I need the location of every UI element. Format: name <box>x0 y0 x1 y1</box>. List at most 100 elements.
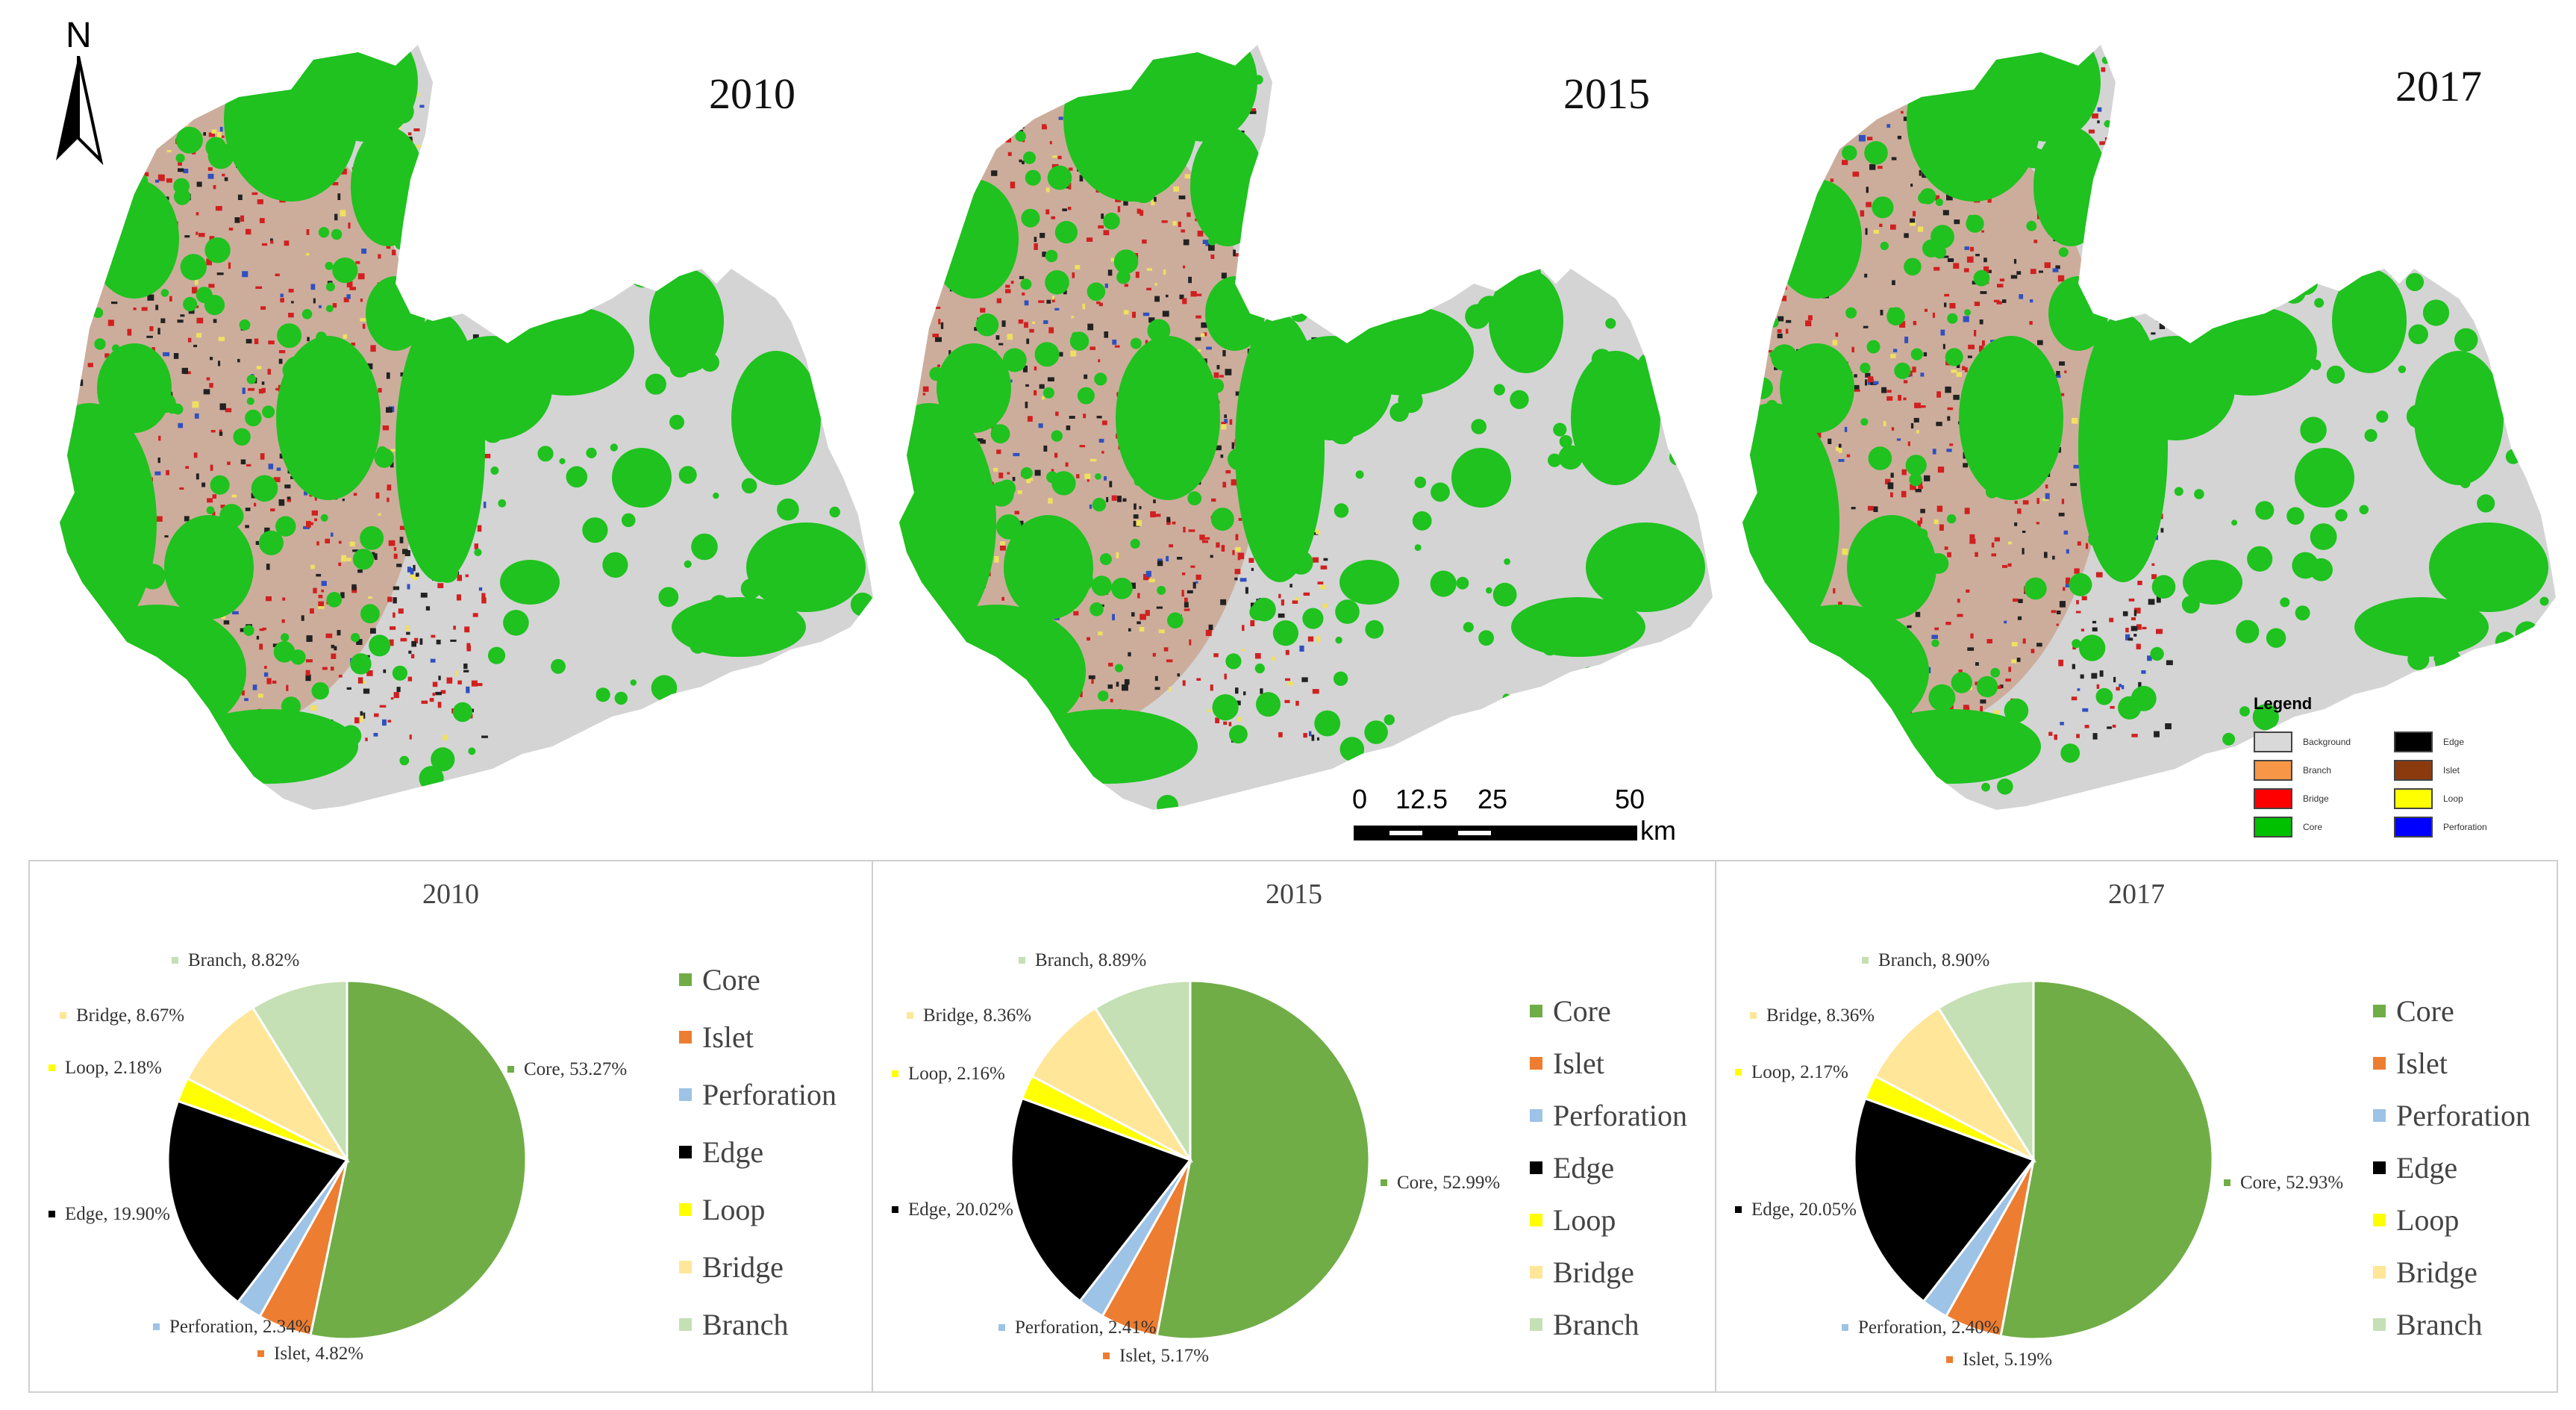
speckle <box>310 608 314 614</box>
speckle <box>2077 541 2081 546</box>
speckle <box>1005 137 1011 143</box>
speckle <box>1963 705 1969 708</box>
speckle <box>1047 377 1054 381</box>
speckle <box>413 564 416 572</box>
speckle <box>2014 500 2018 504</box>
speckle <box>2112 724 2116 728</box>
core-patch <box>1134 477 1143 487</box>
speckle <box>1154 196 1157 202</box>
speckle <box>2154 156 2158 163</box>
core-patch <box>1493 384 1505 396</box>
speckle <box>931 102 936 107</box>
speckle <box>1953 263 1960 269</box>
speckle <box>2073 464 2081 469</box>
speckle <box>78 312 84 316</box>
speckle <box>1065 462 1069 467</box>
speckle <box>407 132 412 136</box>
core-patch <box>454 177 473 197</box>
speckle <box>373 732 378 737</box>
speckle <box>1790 644 1795 649</box>
speckle <box>1101 420 1107 425</box>
core-patch <box>1995 358 2011 374</box>
speckle <box>2138 280 2144 287</box>
speckle <box>305 659 313 663</box>
speckle <box>1246 254 1253 260</box>
core-patch <box>1813 490 1838 514</box>
speckle <box>1756 273 1763 279</box>
speckle <box>2131 734 2138 737</box>
core-patch <box>2427 371 2446 390</box>
speckle <box>398 608 404 614</box>
core-patch <box>326 104 335 113</box>
speckle <box>278 358 283 364</box>
core-patch <box>1809 767 1818 776</box>
core-patch <box>2060 208 2080 227</box>
core-patch <box>1412 511 1432 531</box>
speckle <box>1101 451 1104 454</box>
speckle <box>1760 606 1768 611</box>
speckle <box>1289 78 1295 85</box>
speckle <box>340 168 347 175</box>
speckle <box>1787 643 1792 646</box>
speckle <box>457 259 465 263</box>
core-patch <box>1210 508 1234 531</box>
speckle <box>471 285 477 289</box>
speckle <box>1755 584 1759 591</box>
speckle <box>1107 684 1113 689</box>
pie-legend-item-branch: Branch <box>679 1296 837 1353</box>
speckle <box>116 77 120 82</box>
core-patch <box>2466 546 2483 564</box>
core-patch <box>206 506 215 514</box>
speckle <box>910 174 916 178</box>
speckle <box>1195 581 1198 584</box>
speckle <box>1842 549 1848 555</box>
legend-label: Edge <box>1553 1150 1615 1185</box>
speckle <box>393 597 397 604</box>
core-patch <box>436 60 454 78</box>
speckle <box>94 721 101 726</box>
data-label-text: Branch, 8.82% <box>188 950 299 970</box>
core-patch <box>1355 470 1364 479</box>
speckle <box>972 662 977 668</box>
core-patch <box>1475 68 1484 78</box>
core-patch <box>1119 73 1143 96</box>
speckle <box>264 666 267 669</box>
speckle <box>1222 481 1227 488</box>
core-patch <box>1510 312 1523 325</box>
speckle <box>260 306 266 310</box>
speckle <box>1783 694 1786 699</box>
speckle <box>1001 91 1007 99</box>
speckle <box>437 185 442 193</box>
pie-legend-item-islet: Islet <box>2373 1037 2530 1089</box>
speckle <box>1841 706 1845 710</box>
speckle <box>468 296 472 303</box>
pie-slice-branch <box>251 979 348 1164</box>
core-patch <box>330 382 357 409</box>
speckle <box>1142 239 1147 244</box>
speckle <box>1753 284 1758 289</box>
speckle <box>1032 321 1035 324</box>
speckle <box>1248 558 1254 563</box>
speckle <box>409 734 412 740</box>
speckle <box>1123 310 1129 315</box>
speckle <box>1913 417 1919 422</box>
core-patch <box>2286 507 2304 525</box>
core-patch <box>2304 246 2312 254</box>
speckle <box>383 669 387 673</box>
speckle <box>305 674 311 681</box>
speckle <box>1139 210 1144 216</box>
core-patch <box>669 414 684 430</box>
speckle <box>1832 340 1838 346</box>
speckle <box>1891 723 1897 729</box>
core-patch <box>831 793 840 802</box>
core-patch <box>350 653 372 675</box>
core-patch <box>60 403 157 642</box>
pie-legend-item-islet: Islet <box>679 1008 837 1066</box>
speckle <box>193 344 198 348</box>
speckle <box>1820 132 1825 137</box>
core-patch <box>2186 187 2204 205</box>
core-patch <box>1478 630 1494 646</box>
speckle <box>1181 590 1184 597</box>
speckle <box>1953 394 1960 400</box>
data-label-branch: Branch, 8.89% <box>1019 950 1146 970</box>
